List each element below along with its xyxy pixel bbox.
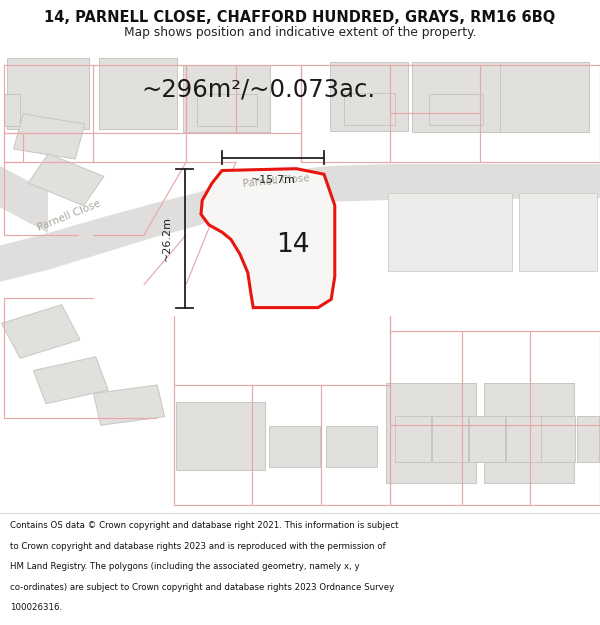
Bar bbox=[184, 65, 271, 132]
Text: co-ordinates) are subject to Crown copyright and database rights 2023 Ordnance S: co-ordinates) are subject to Crown copyr… bbox=[10, 583, 394, 592]
Text: HM Land Registry. The polygons (including the associated geometry, namely x, y: HM Land Registry. The polygons (includin… bbox=[10, 562, 359, 571]
Text: ~296m²/~0.073ac.: ~296m²/~0.073ac. bbox=[141, 78, 375, 102]
Bar bbox=[484, 382, 574, 483]
Text: Map shows position and indicative extent of the property.: Map shows position and indicative extent… bbox=[124, 26, 476, 39]
Bar bbox=[432, 416, 468, 462]
Bar bbox=[14, 114, 85, 159]
Bar bbox=[4, 94, 20, 126]
Text: 100026316.: 100026316. bbox=[10, 603, 62, 612]
Bar bbox=[330, 62, 408, 131]
Bar bbox=[99, 58, 177, 129]
Bar bbox=[2, 305, 80, 358]
Polygon shape bbox=[201, 169, 335, 308]
Bar bbox=[343, 93, 395, 124]
Bar bbox=[395, 416, 431, 462]
Text: Parnell Close: Parnell Close bbox=[36, 198, 102, 233]
Bar bbox=[469, 416, 505, 462]
Bar bbox=[34, 357, 108, 404]
Bar bbox=[429, 94, 483, 126]
Bar bbox=[506, 416, 541, 462]
Bar bbox=[325, 426, 377, 468]
Bar bbox=[176, 402, 265, 471]
Bar bbox=[500, 62, 589, 132]
Bar bbox=[28, 154, 104, 206]
Bar bbox=[386, 382, 476, 483]
Bar bbox=[541, 416, 575, 462]
Bar bbox=[412, 62, 500, 132]
Polygon shape bbox=[0, 166, 48, 233]
Bar bbox=[94, 385, 164, 425]
Text: to Crown copyright and database rights 2023 and is reproduced with the permissio: to Crown copyright and database rights 2… bbox=[10, 542, 385, 551]
Bar bbox=[269, 426, 320, 468]
Text: Parnell Close: Parnell Close bbox=[242, 174, 310, 189]
Bar bbox=[577, 416, 599, 462]
Polygon shape bbox=[0, 164, 600, 282]
Text: ~15.7m: ~15.7m bbox=[251, 175, 295, 185]
Bar bbox=[7, 58, 89, 129]
Text: 14: 14 bbox=[276, 232, 310, 258]
Bar bbox=[197, 94, 257, 126]
Text: Contains OS data © Crown copyright and database right 2021. This information is : Contains OS data © Crown copyright and d… bbox=[10, 521, 398, 531]
Text: ~26.2m: ~26.2m bbox=[162, 216, 172, 261]
Text: 14, PARNELL CLOSE, CHAFFORD HUNDRED, GRAYS, RM16 6BQ: 14, PARNELL CLOSE, CHAFFORD HUNDRED, GRA… bbox=[44, 10, 556, 25]
Bar bbox=[388, 192, 512, 271]
Bar bbox=[519, 192, 597, 271]
